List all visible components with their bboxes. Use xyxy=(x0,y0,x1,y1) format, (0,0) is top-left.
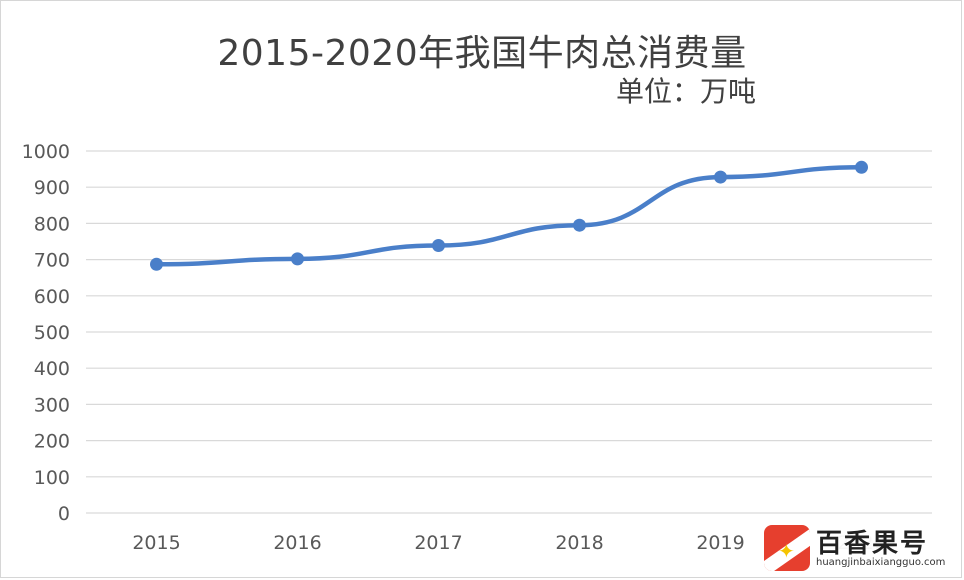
y-axis: 0 100 200 300 400 500 600 700 800 900 1000 xyxy=(22,141,70,525)
data-point xyxy=(291,252,304,266)
y-tick-label: 600 xyxy=(34,286,70,308)
chart-title: 2015-2020年我国牛肉总消费量 xyxy=(217,33,747,74)
y-tick-label: 1000 xyxy=(22,141,70,163)
y-tick-label: 900 xyxy=(34,177,70,199)
x-tick-label: 2018 xyxy=(555,532,603,554)
y-tick-label: 100 xyxy=(34,467,70,489)
y-tick-label: 0 xyxy=(58,503,70,525)
watermark-domain: huangjinbaixiangguo.com xyxy=(816,557,946,568)
x-tick-label: 2017 xyxy=(414,532,462,554)
watermark-logo-icon: ✦ xyxy=(764,525,810,571)
chart-subtitle: 单位：万吨 xyxy=(615,75,756,108)
x-tick-label: 2016 xyxy=(273,532,321,554)
gridlines xyxy=(86,150,932,514)
watermark-name: 百香果号 xyxy=(816,529,929,559)
y-tick-label: 700 xyxy=(34,250,70,272)
x-axis: 201520162017201820192020 xyxy=(132,532,885,554)
y-tick-label: 200 xyxy=(34,431,70,453)
data-point xyxy=(432,238,445,252)
y-tick-label: 300 xyxy=(34,394,70,416)
y-tick-label: 400 xyxy=(34,358,70,380)
series-line xyxy=(154,165,864,267)
y-tick-label: 800 xyxy=(34,213,70,235)
watermark: ✦ 百香果号 huangjinbaixiangguo.com xyxy=(760,521,956,575)
data-point xyxy=(573,218,586,232)
x-tick-label: 2015 xyxy=(132,532,180,554)
x-tick-label: 2019 xyxy=(696,532,744,554)
data-point xyxy=(855,160,868,174)
plot-area xyxy=(150,160,868,271)
data-point xyxy=(714,170,727,184)
y-tick-label: 500 xyxy=(34,322,70,344)
data-point xyxy=(150,257,163,271)
